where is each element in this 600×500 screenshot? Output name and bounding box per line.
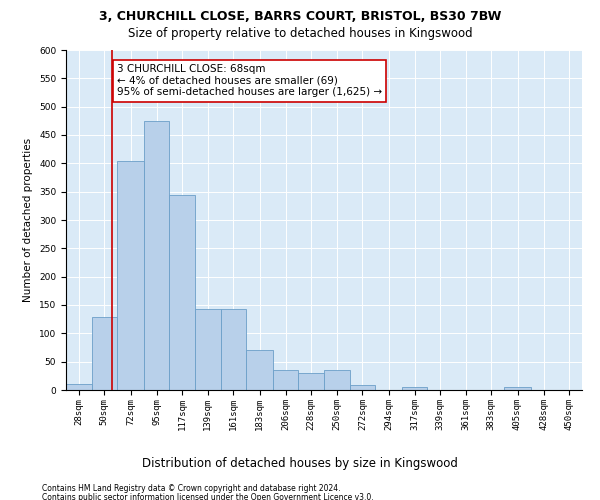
Bar	[92, 318, 117, 390]
Bar	[324, 370, 350, 390]
Text: Contains HM Land Registry data © Crown copyright and database right 2024.: Contains HM Land Registry data © Crown c…	[42, 484, 341, 493]
Text: 3, CHURCHILL CLOSE, BARRS COURT, BRISTOL, BS30 7BW: 3, CHURCHILL CLOSE, BARRS COURT, BRISTOL…	[99, 10, 501, 23]
Bar	[195, 309, 221, 390]
Bar	[350, 386, 375, 390]
Text: Size of property relative to detached houses in Kingswood: Size of property relative to detached ho…	[128, 28, 472, 40]
Text: Contains public sector information licensed under the Open Government Licence v3: Contains public sector information licen…	[42, 492, 374, 500]
Bar	[66, 384, 92, 390]
Bar	[298, 373, 324, 390]
Text: 3 CHURCHILL CLOSE: 68sqm
← 4% of detached houses are smaller (69)
95% of semi-de: 3 CHURCHILL CLOSE: 68sqm ← 4% of detache…	[117, 64, 382, 98]
Bar	[273, 370, 298, 390]
Bar	[582, 386, 600, 390]
Y-axis label: Number of detached properties: Number of detached properties	[23, 138, 34, 302]
Bar	[169, 194, 195, 390]
Bar	[402, 387, 427, 390]
Bar	[117, 160, 144, 390]
Bar	[221, 309, 246, 390]
Bar	[144, 121, 169, 390]
Bar	[504, 387, 531, 390]
Bar	[246, 350, 273, 390]
Text: Distribution of detached houses by size in Kingswood: Distribution of detached houses by size …	[142, 458, 458, 470]
